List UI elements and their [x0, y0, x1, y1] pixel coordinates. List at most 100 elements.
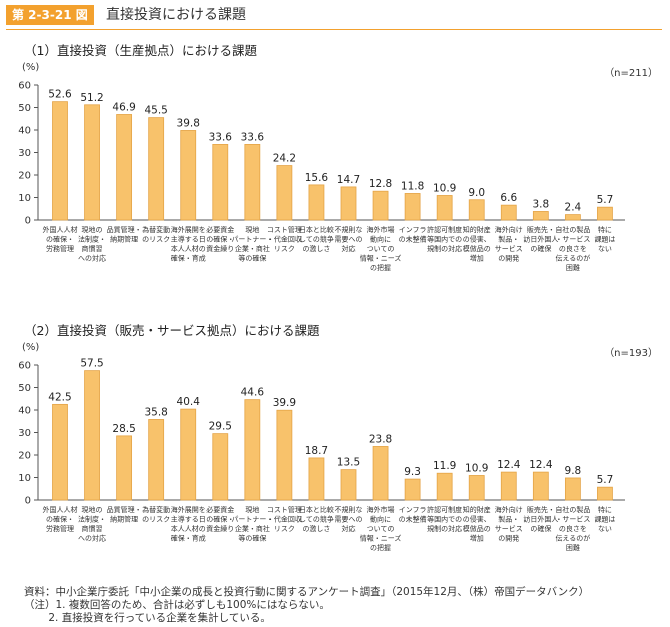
chart2-category-label: 現地の法制度・商慣習への対応: [78, 505, 106, 543]
chart2-category-label: 海外展開を主導する日本人人材の確保・育成: [171, 505, 206, 543]
chart1-y-tick-label: 0: [25, 216, 31, 227]
chart1-category-label: コスト管理・代金回収リスク: [267, 225, 302, 253]
chart2-bar: [148, 419, 165, 501]
chart2-bar: [564, 477, 581, 501]
header-rule: [6, 29, 662, 30]
chart2-y-tick-label: 20: [18, 451, 31, 462]
figure-header: 第 2-3-21 図 直接投資における課題: [0, 0, 670, 30]
chart1-value-label: 52.6: [48, 89, 72, 101]
chart2-value-label: 29.5: [209, 421, 232, 433]
chart2-category-label: 不規則な需要への対応: [335, 505, 363, 533]
chart2-value-label: 13.5: [337, 457, 360, 469]
chart1-value-label: 33.6: [209, 131, 233, 143]
chart2-value-label: 18.7: [305, 445, 328, 457]
chart1-bar: [340, 186, 357, 221]
chart1-value-label: 5.7: [597, 194, 614, 206]
chart1-title: （1）直接投資（生産拠点）における課題: [24, 43, 257, 58]
chart1-category-label: 日本と比較しての競争の激しさ: [299, 225, 334, 253]
chart1-bar: [372, 190, 389, 221]
chart1-bar: [148, 117, 165, 221]
chart2-value-label: 9.3: [404, 466, 421, 478]
chart1-category-label: 許認可制度等国内での規制の対応: [427, 225, 462, 253]
chart2-value-label: 9.8: [565, 465, 582, 477]
chart2-value-label: 23.8: [369, 433, 392, 445]
chart1-bar: [532, 211, 549, 221]
chart1-value-label: 12.8: [369, 178, 392, 190]
chart1-bar: [180, 130, 197, 221]
chart1-value-label: 10.9: [433, 182, 456, 194]
chart1-value-label: 51.2: [80, 92, 103, 104]
chart2-bar: [116, 435, 133, 501]
chart1-category-label: 不規則な需要への対応: [335, 225, 363, 253]
chart1-category-label: 海外向け製品・サービスの開発: [495, 225, 523, 263]
chart1-bar: [244, 144, 261, 221]
chart1-bar: [468, 199, 485, 221]
chart1-bar: [500, 204, 517, 221]
chart2-bar: [597, 486, 613, 501]
chart2-category-label: インフラの未整備: [399, 506, 427, 524]
chart1-category-label: 品質管理・納期管理: [107, 225, 142, 244]
chart2-category-label: 販売先・訪日外国人の確保: [523, 505, 558, 533]
chart2-category-label: 品質管理・納期管理: [107, 505, 142, 524]
chart2-value-label: 12.4: [497, 459, 521, 471]
chart1-category-label: 海外市場動向についての情報・ニーズの把握: [360, 225, 402, 272]
chart2-value-label: 42.5: [48, 391, 71, 403]
chart2-category-label: 必要資金の確保・資金繰り: [206, 505, 234, 533]
chart2-bar: [340, 469, 357, 501]
chart2-y-tick-label: 60: [18, 361, 31, 372]
chart1-y-tick-label: 20: [18, 171, 31, 182]
chart1-bar: [436, 195, 453, 221]
chart2-bar: [500, 471, 517, 501]
chart1-bar: [564, 214, 581, 221]
chart1-category-label: 販売先・訪日外国人の確保: [523, 225, 558, 253]
chart1-bar: [212, 144, 229, 221]
chart1-value-label: 9.0: [468, 187, 485, 199]
footnote-note1: （注）1. 複数回答のため、合計は必ずしも100%にはならない。: [24, 599, 330, 611]
chart1-n-note: （n=211）: [604, 67, 658, 79]
chart2-bar: [52, 403, 68, 501]
chart2-category-label: 知的財産の侵害、模倣品の増加: [463, 505, 491, 543]
chart1-value-label: 45.5: [144, 105, 167, 117]
chart2-value-label: 28.5: [112, 423, 135, 435]
chart1-bar: [597, 206, 613, 221]
chart1-category-label: 知的財産の侵害、模倣品の増加: [463, 225, 491, 263]
chart1-bar: [116, 114, 133, 221]
chart1-category-label: 現地の法制度・商慣習への対応: [78, 225, 106, 263]
chart1-category-label: 現地パートナー・企業・商社等の確保: [231, 225, 273, 263]
chart2-value-label: 39.9: [273, 397, 296, 409]
chart2-category-label: コスト管理・代金回収リスク: [267, 505, 302, 533]
chart2-category-label: 特に課題はない: [594, 505, 615, 533]
chart2-bar: [244, 399, 261, 501]
chart2-bar: [84, 370, 100, 501]
chart2-value-label: 10.9: [465, 462, 488, 474]
chart2-bar: [212, 433, 229, 501]
chart1-value-label: 46.9: [112, 101, 135, 113]
chart2-bar: [372, 446, 389, 501]
chart2-bar: [532, 471, 549, 501]
chart2-value-label: 57.5: [80, 358, 103, 370]
chart2-value-label: 11.9: [433, 460, 456, 472]
chart1-category-label: 外国人人材の確保・労務管理: [43, 225, 78, 253]
chart2-category-label: 日本と比較しての競争の激しさ: [299, 505, 334, 533]
chart2-value-label: 5.7: [597, 474, 614, 486]
chart2-value-label: 35.8: [144, 406, 167, 418]
chart2-category-label: 海外向け製品・サービスの開発: [495, 505, 523, 543]
chart2-category-label: 外国人人材の確保・労務管理: [43, 505, 78, 533]
chart1-y-unit: (%): [22, 62, 39, 73]
chart2-y-tick-label: 10: [18, 473, 31, 484]
chart2-bar: [276, 409, 293, 501]
chart2-y-unit: (%): [22, 342, 39, 353]
chart1-y-tick-label: 60: [18, 81, 31, 92]
chart1-value-label: 39.8: [177, 117, 200, 129]
chart1-value-label: 14.7: [337, 174, 360, 186]
chart2-category-label: 許認可制度等国内での規制の対応: [427, 505, 462, 533]
chart1-value-label: 24.2: [273, 153, 296, 165]
chart1-bar: [276, 165, 293, 221]
chart1-y-tick-label: 50: [18, 103, 31, 114]
chart1-category-label: 自社の製品・サービスの良さを伝えるのが困難: [555, 225, 590, 272]
chart2-category-label: 自社の製品・サービスの良さを伝えるのが困難: [555, 505, 590, 552]
footnote-note2: 2. 直接投資を行っている企業を集計している。: [24, 612, 271, 624]
chart1-y-tick-label: 40: [18, 126, 31, 137]
chart2-category-label: 海外市場動向についての情報・ニーズの把握: [360, 505, 402, 552]
chart1-y-tick-label: 30: [18, 148, 31, 159]
